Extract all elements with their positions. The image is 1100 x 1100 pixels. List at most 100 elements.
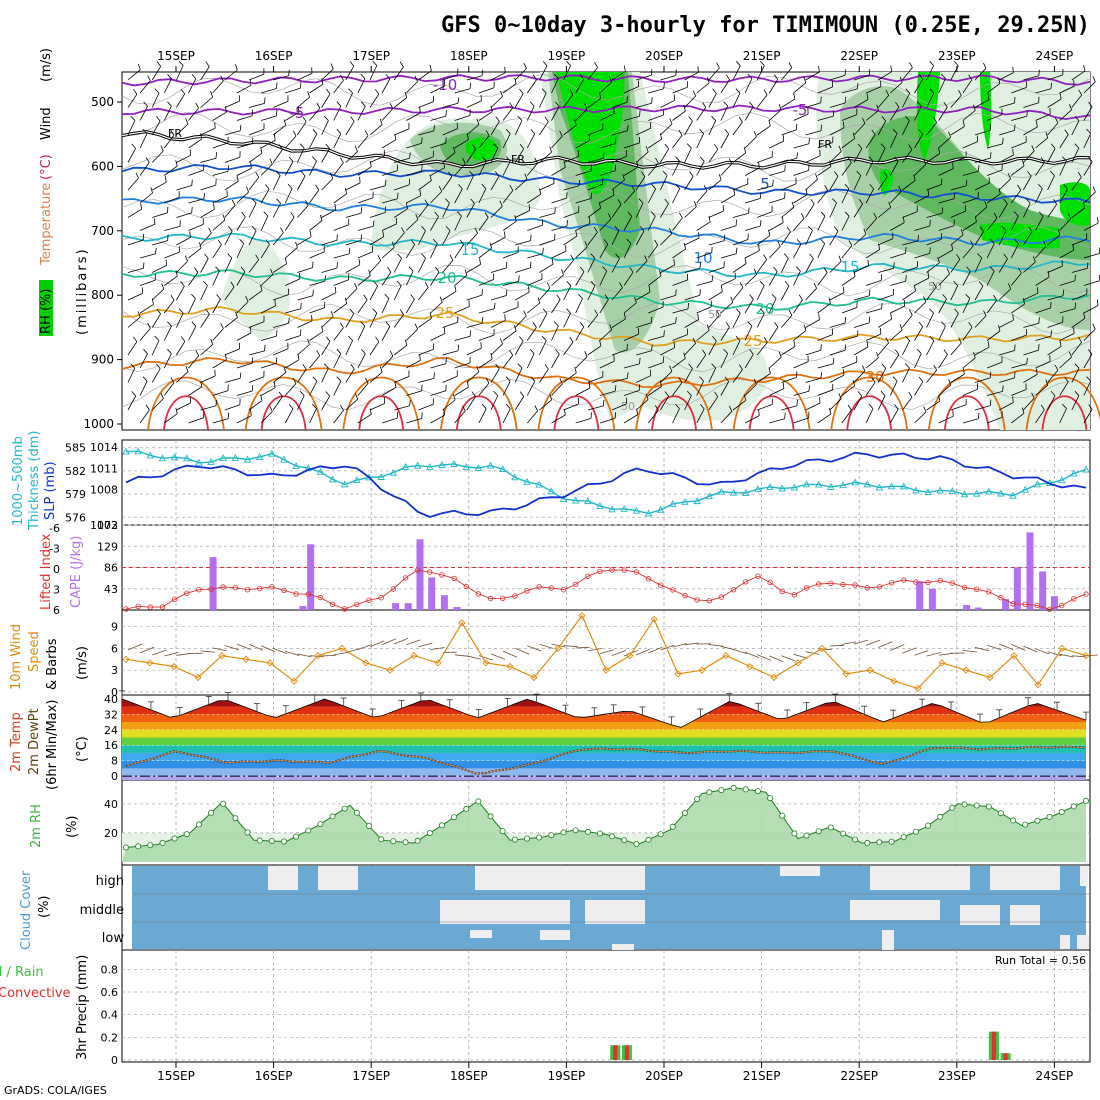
lifted-index-marker	[354, 601, 360, 608]
wind-barb-flag	[1064, 376, 1069, 383]
wind-barb	[999, 154, 1014, 163]
wind-barb	[1023, 175, 1032, 191]
wind-barb-flag	[590, 253, 596, 259]
wind-barb	[648, 138, 662, 149]
wind-barb	[841, 409, 852, 424]
wind-barb-flag	[274, 299, 276, 306]
wind-barb	[660, 295, 676, 301]
wind-barb	[539, 340, 547, 356]
wind-barb-flag	[504, 66, 506, 73]
wind-barb	[708, 210, 724, 218]
lifted-index-marker	[852, 582, 858, 588]
wind-barb	[914, 353, 922, 369]
wind-barb-flag	[744, 257, 747, 264]
wind-barb-flag	[528, 204, 530, 211]
surface-temperature-contour	[439, 376, 518, 431]
wind-barb-flag	[590, 281, 596, 286]
wind-barb-flag	[208, 227, 212, 234]
wind-barb-flag	[622, 174, 625, 181]
wind-barb	[297, 175, 306, 191]
thickness-marker	[863, 480, 872, 488]
wind-barb	[636, 322, 652, 328]
lifted-index-marker	[913, 579, 919, 585]
cape-bar	[453, 607, 461, 610]
wind-label: Wind	[39, 107, 54, 140]
thickness-marker	[559, 495, 568, 502]
wind-barb	[454, 163, 466, 176]
wind-barb	[551, 353, 560, 369]
wind10-barb	[285, 650, 300, 656]
wind-barb-flag	[871, 129, 876, 136]
wind-barb	[877, 71, 893, 81]
lifted-index-line	[125, 569, 1087, 610]
wind-barb-flag	[255, 171, 260, 178]
wind-barb	[974, 129, 991, 136]
wind-barb	[902, 266, 918, 273]
cape-bar	[392, 603, 400, 610]
wind-barb	[611, 230, 620, 246]
date-label-bottom: 22SEP	[840, 1069, 878, 1083]
date-label-top: 23SEP	[938, 49, 976, 63]
wind-barb	[285, 383, 297, 396]
wind-barb-flag	[445, 357, 447, 364]
wind-barb	[393, 232, 405, 246]
wind-barb	[357, 197, 374, 204]
thickness-marker	[571, 496, 580, 504]
wind-barb	[781, 183, 797, 191]
wind10-barb	[1083, 654, 1098, 657]
wind-barb-flag	[175, 407, 178, 414]
wind-barb-flag	[728, 405, 733, 412]
rh2m-marker	[353, 809, 360, 816]
wind-barb	[890, 305, 905, 314]
wind-barb	[865, 160, 874, 176]
lifted-index-marker	[135, 603, 141, 610]
wind-barb	[1010, 215, 1019, 231]
wind-barb	[515, 240, 531, 246]
wind-barb	[781, 129, 797, 136]
wind-barb-flag	[578, 179, 581, 186]
wind-barb	[188, 326, 197, 341]
wind-barb-flag	[623, 65, 626, 72]
wind-barb	[732, 340, 741, 356]
wind-barb-flag	[297, 106, 300, 113]
wind-barb	[1023, 231, 1033, 246]
wind-barb-flag	[932, 281, 937, 288]
lifted-index-marker	[682, 592, 688, 599]
wind-barb-flag	[358, 258, 361, 265]
wind-barb-flag	[673, 259, 675, 266]
wind-barb	[744, 325, 753, 341]
wind-barb-flag	[725, 321, 730, 328]
wind-barb-flag	[833, 226, 839, 232]
wind-barb-flag	[1045, 131, 1049, 138]
wind-barb-flag	[1068, 351, 1072, 358]
wind-barb	[708, 148, 719, 163]
wind-barb	[1010, 189, 1022, 204]
wind-barb-flag	[553, 321, 559, 327]
wind-barb	[526, 353, 535, 369]
wind10-speed-marker	[122, 655, 130, 663]
rh-shade-area	[1060, 182, 1090, 226]
wind-barb	[817, 166, 832, 176]
wind10-barb	[841, 641, 856, 645]
cloud-clear-cell	[470, 930, 492, 938]
wind-barb-flag	[373, 281, 378, 287]
wind-barb-flag	[444, 327, 446, 334]
wind-barb-flag	[170, 377, 175, 384]
wind-barb-flag	[485, 377, 490, 384]
wind-barb	[599, 243, 609, 259]
wind-barb	[297, 344, 310, 356]
wind-barb	[212, 244, 222, 259]
lifted-index-marker	[439, 572, 445, 578]
wind-barb	[575, 170, 592, 176]
wind10-speed-marker	[434, 659, 442, 667]
wind-barb	[877, 95, 890, 108]
wind-barb	[164, 275, 178, 286]
wind-barb	[285, 87, 301, 94]
thickness-marker	[705, 492, 714, 500]
wind-barb	[962, 418, 979, 424]
wind-barb	[938, 249, 953, 259]
wind-barb	[805, 179, 818, 191]
wind-barb	[926, 153, 941, 163]
wind-barb	[466, 148, 476, 163]
thickness-marker	[778, 484, 786, 492]
